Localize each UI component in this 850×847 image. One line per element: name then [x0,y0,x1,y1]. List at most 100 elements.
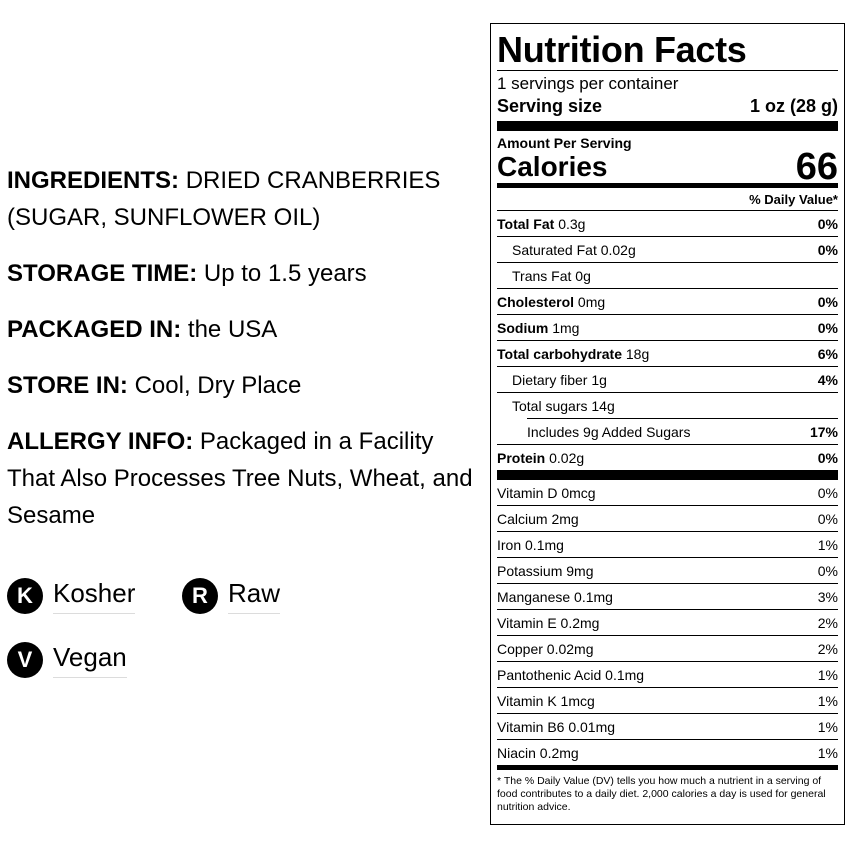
nutrient-name: Sodium [497,319,549,336]
nutrient-name: Total Fat [497,215,555,232]
nutrient-amount: 0.02g [549,449,585,466]
nutrient-amount: 0g [575,267,591,284]
vitamin-name: Calcium 2mg [497,510,579,527]
nutrient-amount: 18g [625,345,650,362]
packaged-line: PACKAGED IN: the USA [7,311,485,348]
vitamin-name: Vitamin E 0.2mg [497,614,600,631]
kosher-badge[interactable]: K Kosher [7,578,136,614]
vitamin-dv: 1% [817,692,838,709]
nutrient-dv: 0% [817,449,838,466]
nutrient-row: Includes 9g Added Sugars 17% [497,419,838,444]
nutrient-amount: 0mg [577,293,606,310]
vitamin-dv: 0% [817,484,838,501]
nutrient-dv: 17% [809,423,838,440]
raw-label: Raw [228,578,281,614]
packaged-label: PACKAGED IN: [7,316,182,343]
vitamin-name: Pantothenic Acid 0.1mg [497,666,645,683]
nutrient-dv: 0% [817,293,838,310]
vitamin-dv: 0% [817,562,838,579]
nutrient-row: Total sugars 14g [497,393,838,418]
store-label: STORE IN: [7,372,128,399]
vitamin-row: Niacin 0.2mg 1% [497,740,838,765]
nutrient-amount: 1mg [552,319,580,336]
kosher-label: Kosher [53,578,136,614]
vitamin-dv: 0% [817,510,838,527]
vitamin-dv: 2% [817,614,838,631]
vitamin-row: Potassium 9mg 0% [497,558,838,583]
allergy-line: ALLERGY INFO: Packaged in a Facility Tha… [7,423,485,534]
vitamin-dv: 1% [817,744,838,761]
nutrient-row: Total Fat 0.3g 0% [497,211,838,236]
vitamin-name: Manganese 0.1mg [497,588,613,605]
daily-value-footnote: * The % Daily Value (DV) tells you how m… [497,775,826,813]
store-line: STORE IN: Cool, Dry Place [7,367,485,404]
calories-label: Calories [497,151,608,182]
daily-value-header: % Daily Value* [749,192,838,207]
nutrient-amount: 0.02g [600,241,636,258]
vitamin-row: Iron 0.1mg 1% [497,532,838,557]
vitamin-name: Vitamin K 1mcg [497,692,595,709]
serving-size-row: Serving size 1 oz (28 g) [497,95,838,121]
nutrient-dv: 0% [817,215,838,232]
nutrient-amount: 0.3g [558,215,586,232]
raw-badge[interactable]: R Raw [182,578,281,614]
calories-row: Calories 66 [497,146,838,188]
vitamin-row: Vitamin E 0.2mg 2% [497,610,838,635]
nutrient-name: Dietary fiber [512,371,588,388]
serving-size-value: 1 oz (28 g) [749,96,838,116]
vitamin-row: Vitamin D 0mcg 0% [497,480,838,505]
packaged-value: the USA [187,316,278,343]
nutrient-row: Protein 0.02g 0% [497,445,838,470]
nutrient-dv: 4% [817,371,838,388]
vitamin-row: Manganese 0.1mg 3% [497,584,838,609]
nutrient-dv: 0% [817,319,838,336]
kosher-icon: K [7,578,43,614]
vitamin-dv: 3% [817,588,838,605]
vitamin-name: Iron 0.1mg [497,536,564,553]
product-info: INGREDIENTS: DRIED CRANBERRIES (SUGAR, S… [7,162,485,553]
nutrient-amount: 14g [591,397,615,414]
nutrient-row: Dietary fiber 1g 4% [497,367,838,392]
vitamin-name: Vitamin B6 0.01mg [497,718,616,735]
store-value: Cool, Dry Place [134,372,302,399]
vitamin-dv: 2% [817,640,838,657]
ingredients-line: INGREDIENTS: DRIED CRANBERRIES (SUGAR, S… [7,162,485,236]
nutrient-name: Saturated Fat [512,241,597,258]
raw-icon: R [182,578,218,614]
vitamin-dv: 1% [817,666,838,683]
vitamin-dv: 1% [817,718,838,735]
allergy-value: Packaged in a Facility That Also Process… [7,428,473,529]
serving-size-label: Serving size [497,96,603,116]
nutrient-name: Total carbohydrate [497,345,622,362]
vitamin-row: Calcium 2mg 0% [497,506,838,531]
vegan-icon: V [7,642,43,678]
nutrient-row: Cholesterol 0mg 0% [497,289,838,314]
storage-line: STORAGE TIME: Up to 1.5 years [7,255,485,292]
ingredients-value: DRIED CRANBERRIES (SUGAR, SUNFLOWER OIL) [7,167,441,231]
vitamin-row: Copper 0.02mg 2% [497,636,838,661]
nutrient-row: Trans Fat 0g [497,263,838,288]
vitamin-row: Pantothenic Acid 0.1mg 1% [497,662,838,687]
nutrient-name: Protein [497,449,546,466]
nutrient-name: Total sugars [512,397,588,414]
allergy-label: ALLERGY INFO: [7,428,194,455]
calories-value: 66 [795,146,838,188]
nutrient-row: Saturated Fat 0.02g 0% [497,237,838,262]
storage-value: Up to 1.5 years [203,260,367,287]
vitamin-row: Vitamin B6 0.01mg 1% [497,714,838,739]
vitamin-name: Potassium 9mg [497,562,594,579]
vitamin-name: Niacin 0.2mg [497,744,579,761]
nutrient-name: Trans Fat [512,267,572,284]
vegan-label: Vegan [53,642,127,678]
nutrient-dv: 6% [817,345,838,362]
nutrient-row: Total carbohydrate 18g 6% [497,341,838,366]
nutrition-facts-label: Nutrition Facts 1 servings per container… [490,23,845,825]
vitamin-dv: 1% [817,536,838,553]
storage-label: STORAGE TIME: [7,260,198,287]
servings-per-container: 1 servings per container [497,74,679,93]
nutrient-dv: 0% [817,241,838,258]
nutrient-name: Includes 9g Added Sugars [527,423,691,440]
vegan-badge[interactable]: V Vegan [7,642,127,678]
nutrient-amount: 1g [591,371,607,388]
vitamin-row: Vitamin K 1mcg 1% [497,688,838,713]
